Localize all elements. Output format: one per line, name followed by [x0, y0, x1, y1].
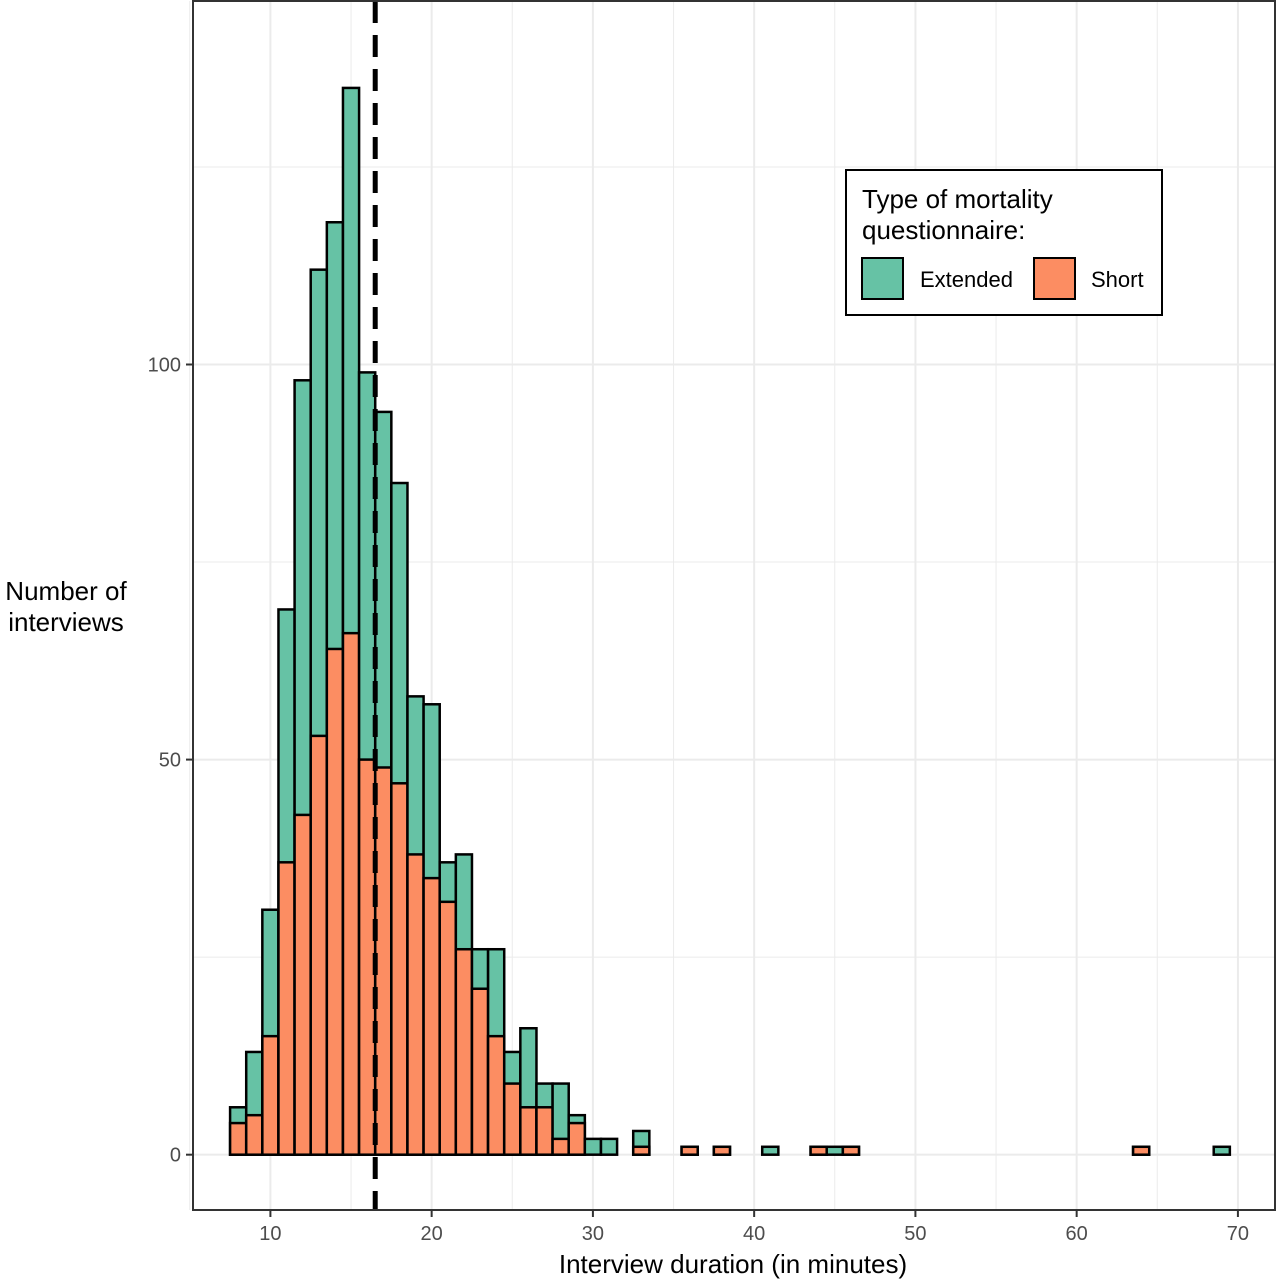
y-tick-label: 50 — [159, 750, 181, 772]
bar-short — [519, 1106, 538, 1156]
axis-ticks: 10 20 30 40 50 60 70 0 50 100 — [148, 354, 1249, 1245]
legend-title-line-2: questionnaire: — [862, 215, 1025, 245]
bar-short — [551, 1137, 570, 1156]
bar-short — [309, 734, 329, 1156]
bar-short — [454, 947, 474, 1156]
bar-short — [277, 861, 296, 1156]
bar-short — [406, 853, 425, 1156]
legend-label-short: Short — [1091, 267, 1144, 292]
bars — [228, 86, 1232, 1156]
x-tick-label: 60 — [1066, 1223, 1088, 1245]
bar-short — [809, 1145, 828, 1156]
bar-short — [712, 1145, 732, 1156]
plot-border — [192, 0, 1276, 1211]
bar-short — [325, 647, 345, 1156]
y-tick-label: 100 — [148, 354, 181, 376]
x-tick-label: 40 — [743, 1223, 765, 1245]
bar-short — [631, 1145, 651, 1156]
legend-swatch-extended — [861, 257, 904, 300]
bar-short — [535, 1106, 554, 1156]
y-axis-title-line-2: interviews — [8, 607, 124, 637]
x-tick-label: 50 — [904, 1223, 926, 1245]
legend-title-line-1: Type of mortality — [862, 184, 1053, 214]
bar-short — [470, 987, 490, 1156]
bar-short — [438, 900, 458, 1156]
y-tick-label: 0 — [170, 1145, 181, 1167]
bar-short — [244, 1113, 264, 1156]
bar-short — [567, 1121, 587, 1156]
bar-extended — [825, 1145, 845, 1156]
bar-short — [486, 1034, 506, 1156]
bar-extended — [599, 1137, 619, 1156]
bar-short — [261, 1034, 280, 1156]
x-axis-title: Interview duration (in minutes) — [559, 1249, 907, 1279]
legend: Type of mortality questionnaire: Extende… — [845, 169, 1163, 316]
bar-extended — [760, 1145, 780, 1156]
bar-extended — [1212, 1145, 1232, 1156]
bar-short — [422, 876, 441, 1156]
bar-short — [341, 631, 361, 1156]
bar-short — [502, 1082, 522, 1156]
legend-label-extended: Extended — [920, 267, 1013, 292]
x-tick-label: 30 — [582, 1223, 604, 1245]
bar-short — [841, 1145, 861, 1156]
bar-short — [228, 1121, 248, 1156]
x-tick-label: 10 — [259, 1223, 281, 1245]
bar-short — [680, 1145, 699, 1156]
bar-short — [293, 813, 312, 1156]
x-tick-label: 20 — [421, 1223, 443, 1245]
y-axis-title-line-1: Number of — [5, 576, 127, 606]
bar-short — [390, 782, 409, 1156]
bar-short — [1131, 1145, 1151, 1156]
bar-extended — [583, 1137, 603, 1156]
legend-swatch-short — [1033, 257, 1076, 300]
x-tick-label: 70 — [1227, 1223, 1249, 1245]
